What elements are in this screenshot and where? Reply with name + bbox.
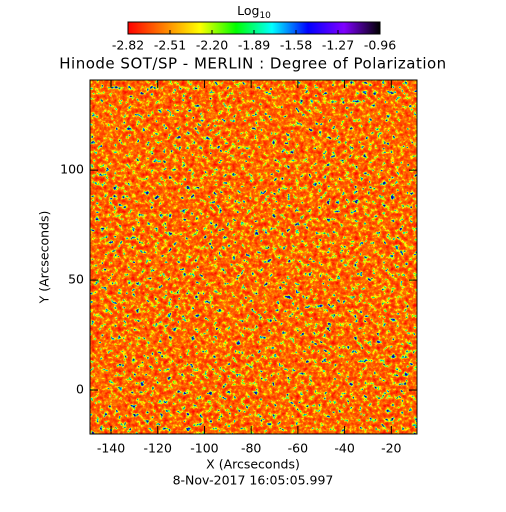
- x-tick-label: -140: [97, 441, 125, 456]
- y-axis-label: Y (Arcseconds): [37, 211, 52, 305]
- map: [90, 80, 417, 434]
- colorbar-tick-label: -2.20: [196, 38, 228, 53]
- colorbar-tick-label: -0.96: [364, 38, 396, 53]
- colorbar-title: Log10: [237, 3, 271, 21]
- colorbar-title-subscript: 10: [259, 11, 271, 21]
- footer: 8-Nov-2017 16:05:05.997: [173, 473, 334, 488]
- colorbar-tick-label: -1.58: [280, 38, 312, 53]
- chart-title: Hinode SOT/SP - MERLIN : Degree of Polar…: [59, 55, 446, 73]
- y-tick-label: 50: [68, 272, 84, 287]
- y-tick-label: 100: [60, 162, 84, 177]
- x-tick-label: -80: [241, 441, 261, 456]
- x-axis-label: X (Arcseconds): [206, 457, 300, 472]
- x-tick-label: -20: [381, 441, 401, 456]
- y-tick-label: 0: [76, 382, 84, 397]
- colorbar-title-text: Log: [237, 3, 259, 18]
- colorbar-tick-label: -1.27: [322, 38, 354, 53]
- map-image: [90, 80, 417, 434]
- colorbar-tick-label: -1.89: [238, 38, 270, 53]
- plot-frame: [89, 79, 418, 435]
- colorbar-tick-label: -2.51: [154, 38, 186, 53]
- x-tick-label: -60: [288, 441, 308, 456]
- x-tick-label: -100: [190, 441, 218, 456]
- colorbar-tick-label: -2.82: [112, 38, 144, 53]
- x-tick-label: -40: [334, 441, 354, 456]
- x-tick-label: -120: [144, 441, 172, 456]
